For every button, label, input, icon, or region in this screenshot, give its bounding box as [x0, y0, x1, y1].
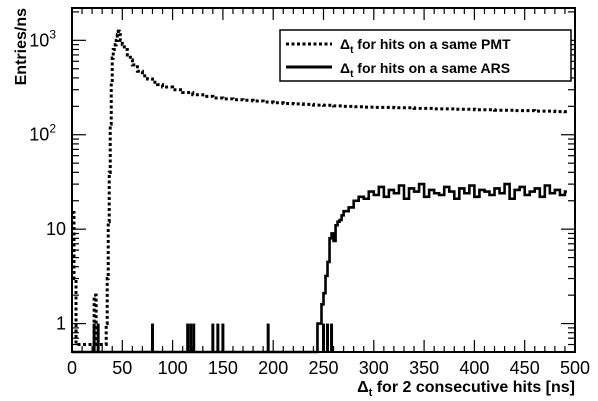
legend-label-ars-text: for hits on a same ARS — [353, 60, 510, 76]
x-axis-title: Δt for 2 consecutive hits [ns] — [357, 379, 575, 399]
x-tick-label: 400 — [459, 358, 489, 378]
legend-label-pmt-subscript: t — [350, 45, 354, 56]
x-axis-title-subscript: t — [369, 387, 373, 399]
x-axis-title-text: for 2 consecutive hits [ns] — [372, 379, 575, 396]
x-tick-label: 450 — [510, 358, 540, 378]
x-tick-label: 50 — [112, 358, 132, 378]
x-axis-title-delta: Δ — [357, 379, 369, 396]
x-tick-label: 350 — [409, 358, 439, 378]
series-layer — [72, 29, 567, 354]
y-tick-label: 103 — [29, 27, 56, 50]
legend-box — [279, 29, 572, 82]
legend-label-ars-delta: Δ — [340, 60, 350, 76]
series-pmt-line — [72, 29, 567, 347]
y-tick-label-base: 10 — [29, 125, 49, 145]
legend-label-pmt-text: for hits on a same PMT — [353, 36, 511, 52]
y-tick-label: 1 — [56, 314, 66, 334]
legend-label-ars-subscript: t — [350, 69, 354, 80]
x-tick-label: 150 — [208, 358, 238, 378]
x-tick-label: 100 — [158, 358, 188, 378]
y-tick-label: 102 — [29, 122, 56, 145]
legend-label-ars: Δt for hits on a same ARS — [340, 60, 510, 80]
y-tick-label: 10 — [46, 219, 66, 239]
legend-label-pmt-delta: Δ — [340, 36, 350, 52]
y-axis-title: Entries/ns — [13, 8, 30, 85]
series-ars-line — [72, 182, 567, 354]
y-tick-label-exponent: 2 — [49, 122, 56, 136]
y-tick-label-base: 10 — [29, 30, 49, 50]
legend-label-pmt: Δt for hits on a same PMT — [340, 36, 511, 56]
y-tick-label-exponent: 3 — [49, 27, 56, 41]
x-tick-label: 300 — [359, 358, 389, 378]
x-tick-label: 500 — [560, 358, 590, 378]
x-tick-label: 250 — [308, 358, 338, 378]
x-tick-label: 0 — [67, 358, 77, 378]
legend: Δt for hits on a same PMT Δt for hits on… — [279, 29, 572, 82]
x-tick-label: 200 — [258, 358, 288, 378]
